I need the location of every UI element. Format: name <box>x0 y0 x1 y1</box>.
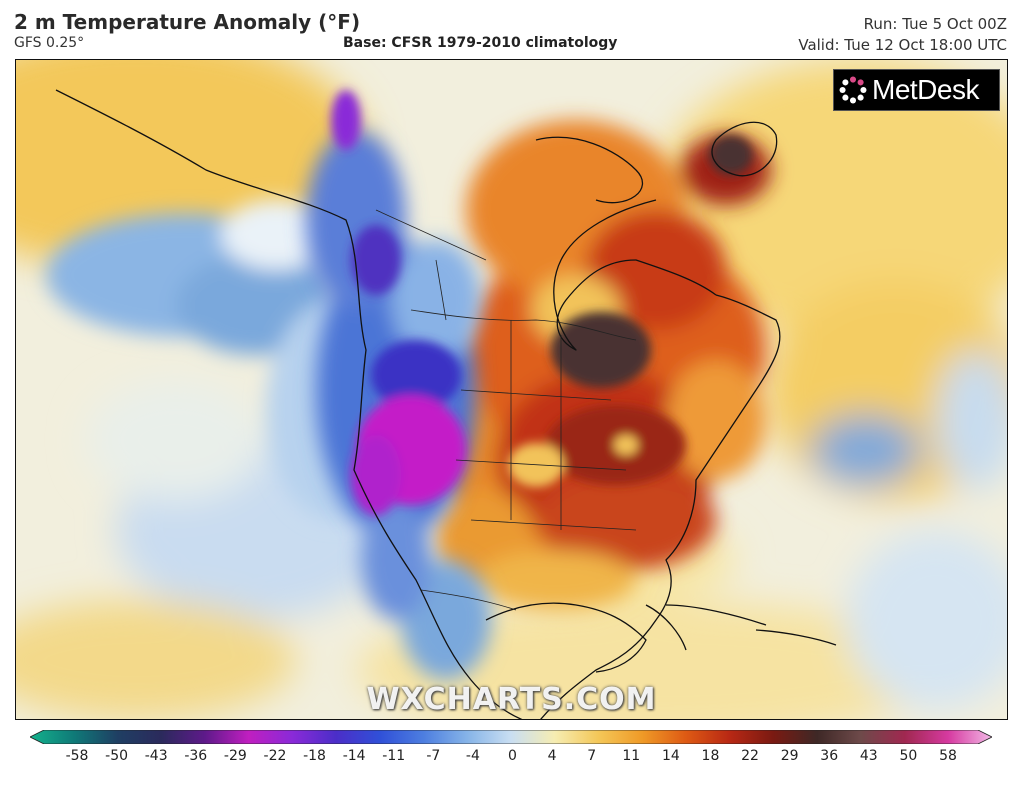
us-canada-border <box>410 309 637 341</box>
colorbar-tick-label: 36 <box>820 748 839 764</box>
west-coastline <box>55 89 523 719</box>
anomaly-field-extreme-cold <box>331 90 466 515</box>
east-coastline <box>540 294 781 719</box>
political-borders <box>375 209 637 611</box>
colorbar-tick-label: -43 <box>144 748 168 764</box>
arctic-islands-coastline <box>535 136 644 204</box>
colorbar-tick-label: 18 <box>701 748 720 764</box>
colorbar-tick-label: -36 <box>184 748 208 764</box>
gulf-coastline <box>485 602 647 673</box>
colorbar-tick-label: -14 <box>342 748 366 764</box>
colorbar-tick-label: -7 <box>426 748 441 764</box>
valid-time-label: Valid: Tue 12 Oct 18:00 UTC <box>798 36 1007 54</box>
colorbar-tick-label: 58 <box>939 748 957 764</box>
metdesk-logo-text: MetDesk <box>872 74 979 105</box>
model-label: GFS 0.25° <box>14 35 85 51</box>
colorbar-tick-label: 11 <box>622 748 641 764</box>
colorbar-tick-label: 43 <box>859 748 878 764</box>
wxcharts-watermark: WXCHARTS.COM <box>366 682 657 717</box>
temperature-anomaly-map: MetDesk WXCHARTS.COM <box>15 59 1008 720</box>
colorbar-tick-label: -29 <box>223 748 247 764</box>
colorbar-tick-label: -22 <box>263 748 287 764</box>
base-climatology-label: Base: CFSR 1979-2010 climatology <box>343 35 618 51</box>
metdesk-logo: MetDesk <box>833 69 1000 111</box>
colorbar-tick-label: 4 <box>547 748 557 764</box>
hispaniola-coastline <box>755 629 837 646</box>
colorbar-tick-label: -4 <box>465 748 480 764</box>
greenland-coastline <box>711 121 778 177</box>
colorbar-tick-label: 14 <box>661 748 680 764</box>
colorbar-tick-label: 29 <box>780 748 799 764</box>
map-canvas <box>16 60 1007 719</box>
colorbar <box>30 730 992 744</box>
colorbar-tick-label: -50 <box>105 748 129 764</box>
chart-title: 2 m Temperature Anomaly (°F) <box>14 10 361 34</box>
colorbar-tick-label: 7 <box>587 748 597 764</box>
colorbar-tick-label: -11 <box>382 748 406 764</box>
florida-coastline <box>645 604 687 651</box>
cuba-coastline <box>665 604 767 626</box>
colorbar-tick-label: -18 <box>303 748 326 764</box>
metdesk-logo-icon <box>839 76 867 104</box>
anomaly-field-extreme-warm <box>508 135 753 487</box>
us-mexico-border <box>420 589 517 611</box>
run-time-label: Run: Tue 5 Oct 00Z <box>863 15 1007 33</box>
colorbar-labels: -58 -50 -43 -36 -29 -22 -18 -14 -11 -7 -4 0 4 7 11 14 18… <box>0 748 1024 770</box>
colorbar-tick-label: -58 <box>65 748 89 764</box>
colorbar-tick-label: 50 <box>899 748 918 764</box>
colorbar-bar <box>30 730 992 744</box>
colorbar-tick-label: 22 <box>741 748 759 764</box>
state-borders <box>455 320 637 531</box>
province-borders <box>375 209 487 321</box>
colorbar-tick-label: 0 <box>508 748 517 764</box>
hudson-bay-coastline <box>553 199 717 351</box>
coastlines <box>55 89 837 719</box>
